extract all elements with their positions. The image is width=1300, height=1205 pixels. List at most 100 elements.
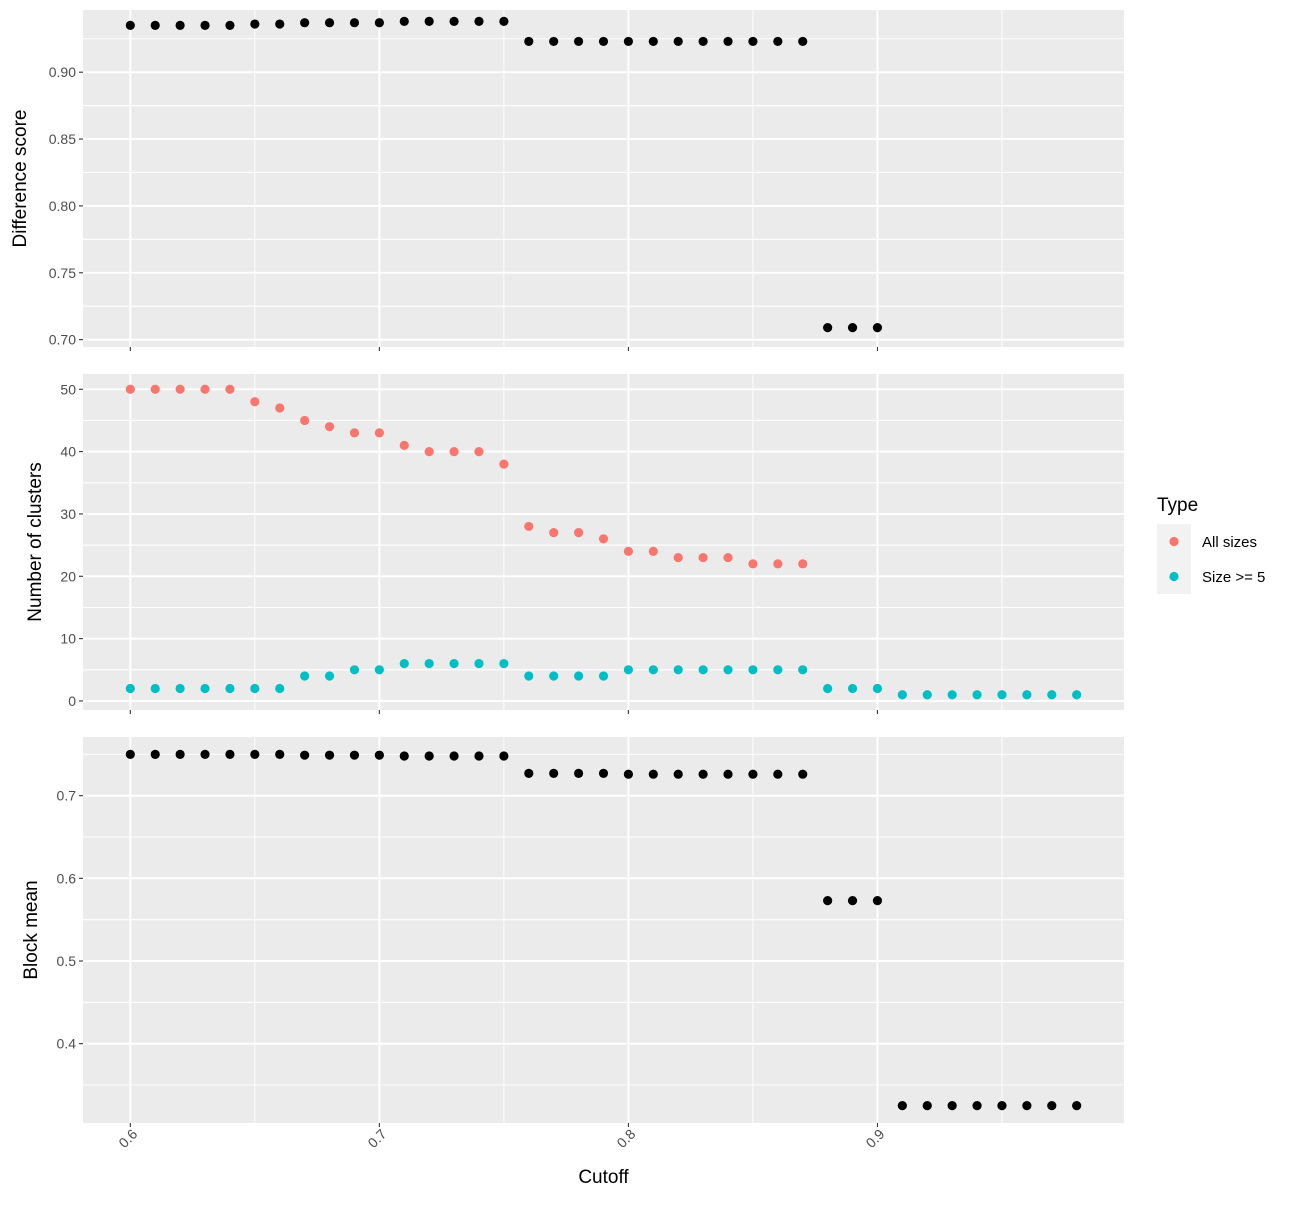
data-point [598, 36, 609, 47]
data-point [275, 19, 285, 29]
data-point [349, 428, 360, 438]
data-point [872, 896, 883, 906]
data-point [300, 671, 310, 681]
y-tick-label: 50 [60, 381, 76, 397]
data-point [673, 769, 683, 779]
data-point [524, 521, 534, 532]
data-point [773, 559, 783, 569]
data-point [499, 459, 509, 469]
x-axis-title: Cutoff [578, 1167, 629, 1188]
data-point [499, 751, 509, 761]
y-tick-label: 0.80 [49, 198, 76, 214]
data-point [324, 671, 335, 681]
data-point [573, 671, 584, 681]
data-point [573, 36, 584, 47]
data-point [150, 683, 160, 694]
data-point [673, 665, 683, 675]
data-point [175, 749, 185, 759]
data-point [598, 671, 609, 681]
data-point [125, 749, 135, 759]
data-point [424, 16, 434, 26]
y-tick-label: 0.5 [57, 953, 77, 969]
data-point [399, 658, 409, 669]
data-point [723, 552, 733, 563]
y-tick-label: 0.85 [49, 131, 76, 147]
data-point [250, 397, 260, 407]
data-point [374, 18, 384, 28]
data-point [225, 749, 235, 759]
data-point [399, 751, 409, 761]
data-point [698, 665, 708, 675]
data-point [175, 384, 185, 394]
y-axis-title: Difference score [10, 110, 31, 248]
data-point [524, 768, 534, 778]
data-point [648, 769, 658, 779]
data-point [798, 36, 808, 47]
data-point [175, 683, 185, 694]
panel-3: 0.4 0.5 0.6 0.7 Block mean [21, 737, 1124, 1127]
legend-label: Size >= 5 [1202, 569, 1265, 586]
data-point [598, 768, 609, 778]
data-point [449, 658, 459, 669]
y-tick-label: 0.70 [49, 332, 76, 348]
data-point [997, 690, 1007, 700]
data-point [175, 20, 185, 30]
y-tick-label: 30 [60, 506, 76, 522]
data-point [399, 440, 409, 450]
data-point [349, 750, 360, 760]
data-point [324, 750, 335, 760]
data-point [250, 19, 260, 29]
data-point [823, 683, 833, 694]
data-point [972, 1101, 982, 1111]
data-point [798, 665, 808, 675]
data-point [449, 16, 459, 26]
data-point [922, 1101, 932, 1111]
data-point [474, 447, 484, 457]
x-tick-label: 0.8 [613, 1126, 638, 1151]
data-point [947, 1101, 957, 1111]
data-point [823, 896, 833, 906]
data-point [922, 690, 932, 700]
legend-swatch [1169, 536, 1179, 547]
data-point [125, 20, 135, 30]
y-axis-title: Block mean [21, 880, 42, 979]
data-point [300, 18, 310, 28]
data-point [847, 683, 858, 694]
data-point [300, 415, 310, 426]
data-point [798, 769, 808, 779]
x-tick-label: 0.7 [364, 1126, 389, 1151]
data-point [150, 384, 160, 394]
y-tick-label: 0.4 [57, 1036, 77, 1052]
data-point [1022, 1101, 1032, 1111]
data-point [200, 384, 210, 394]
data-point [125, 683, 135, 694]
data-point [623, 769, 634, 779]
data-point [374, 750, 384, 760]
data-point [897, 690, 907, 700]
data-point [723, 769, 733, 779]
data-point [549, 768, 559, 778]
y-tick-label: 10 [60, 631, 76, 647]
data-point [623, 36, 634, 47]
data-point [648, 546, 658, 556]
data-point [349, 665, 360, 675]
data-point [399, 16, 409, 26]
data-point [499, 658, 509, 669]
y-axis-title: Number of clusters [25, 462, 46, 621]
legend-title: Type [1157, 495, 1198, 516]
y-tick-label: 0.75 [49, 265, 76, 281]
data-point [499, 16, 509, 26]
series-values [125, 16, 883, 333]
data-point [623, 546, 634, 556]
data-point [723, 665, 733, 675]
data-point [897, 1101, 907, 1111]
x-tick-label: 0.6 [115, 1126, 140, 1151]
data-point [573, 768, 584, 778]
data-point [449, 447, 459, 457]
data-point [648, 36, 658, 47]
data-point [275, 749, 285, 759]
data-point [1047, 1101, 1057, 1111]
series-size-5 [125, 658, 1082, 700]
data-point [847, 323, 858, 333]
